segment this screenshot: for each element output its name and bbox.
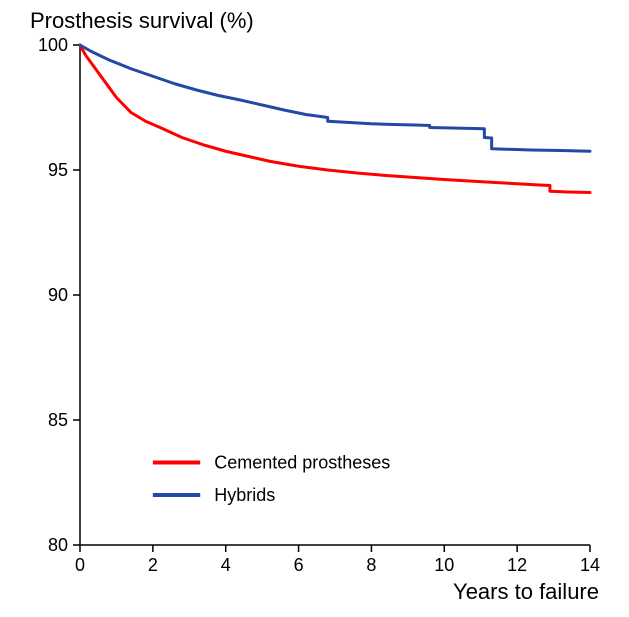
y-tick-label: 100 bbox=[38, 35, 68, 55]
chart-svg: 0 2 4 6 8 10 12 14 80 85 90 95 100 Cemented prosthese… bbox=[0, 0, 629, 617]
x-tick-label: 6 bbox=[294, 555, 304, 575]
x-tick-label: 2 bbox=[148, 555, 158, 575]
y-tick-label: 95 bbox=[48, 160, 68, 180]
series-line bbox=[80, 45, 590, 151]
x-tick-label: 8 bbox=[366, 555, 376, 575]
series-line bbox=[80, 45, 590, 193]
y-tick-label: 80 bbox=[48, 535, 68, 555]
x-tick-label: 10 bbox=[434, 555, 454, 575]
legend-label: Cemented prostheses bbox=[214, 453, 390, 473]
legend-label: Hybrids bbox=[214, 485, 275, 505]
y-tick-label: 85 bbox=[48, 410, 68, 430]
x-tick-label: 0 bbox=[75, 555, 85, 575]
survival-chart: Prosthesis survival (%) 0246810121480859… bbox=[0, 0, 629, 617]
y-tick-label: 90 bbox=[48, 285, 68, 305]
x-tick-label: 4 bbox=[221, 555, 231, 575]
x-tick-label: 12 bbox=[507, 555, 527, 575]
x-tick-label: 14 bbox=[580, 555, 600, 575]
x-axis-label: Years to failure bbox=[453, 579, 599, 605]
